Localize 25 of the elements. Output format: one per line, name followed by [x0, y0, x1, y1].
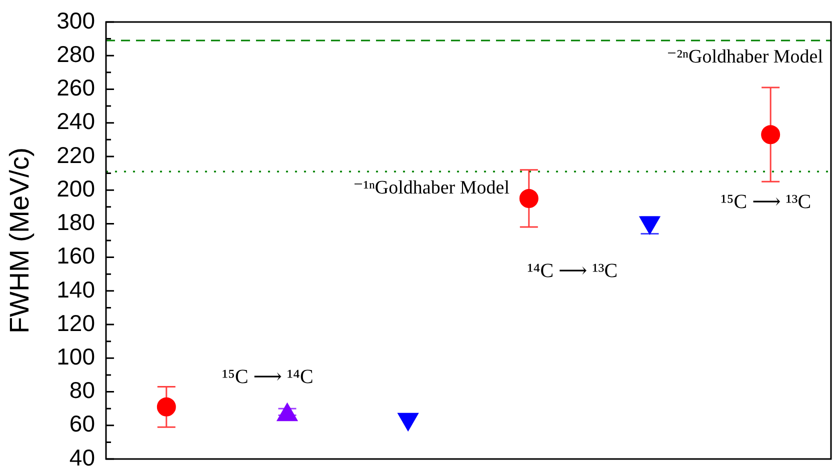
y-tick-label: 200 [56, 175, 95, 202]
y-tick-label: 260 [56, 74, 95, 101]
y-tick-label: 220 [56, 142, 95, 168]
y-tick-label: 120 [56, 310, 95, 336]
y-tick-label: 280 [56, 40, 95, 67]
y-tick-label: 160 [56, 242, 95, 269]
y-tick-label: 60 [69, 410, 95, 437]
annotation: ¹⁴C ⟶ ¹³C [527, 260, 618, 282]
point [519, 188, 538, 208]
y-axis-title: FWHM (MeV/c) [4, 148, 35, 334]
point [276, 402, 298, 422]
y-tick-label: 180 [56, 209, 95, 236]
ref-line-label: ⁻¹ⁿGoldhaber Model [353, 178, 510, 199]
y-tick-label: 100 [56, 344, 95, 370]
point [398, 412, 419, 432]
point [156, 397, 176, 416]
y-tick-label: 80 [69, 377, 95, 404]
y-tick-label: 300 [56, 7, 95, 34]
y-tick-label: 240 [56, 108, 95, 134]
ref-line-label: ⁻²ⁿGoldhaber Model [666, 46, 824, 68]
point [761, 125, 780, 144]
y-tick-label: 140 [56, 276, 95, 302]
annotation: ¹⁵C ⟶ ¹³C [720, 191, 812, 214]
annotation: ¹⁵C ⟶ ¹⁴C [222, 366, 314, 388]
y-tick-label: 40 [69, 444, 95, 470]
